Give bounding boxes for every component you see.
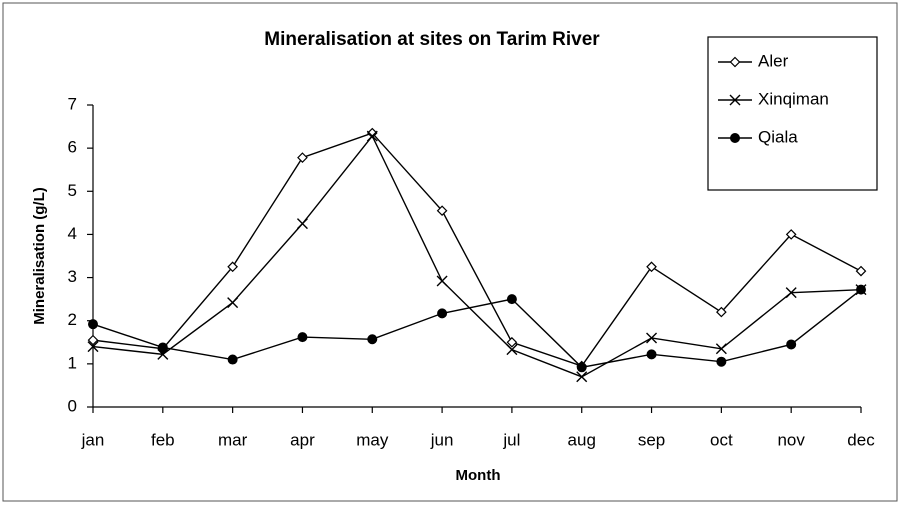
x-tick-label: may	[356, 430, 389, 449]
marker	[87, 334, 99, 346]
series-line	[92, 132, 862, 367]
x-tick-label: sep	[638, 430, 665, 449]
marker	[576, 371, 588, 383]
chart-title: Mineralisation at sites on Tarim River	[264, 29, 600, 50]
series-line	[92, 289, 862, 369]
marker	[786, 339, 797, 350]
marker	[506, 294, 517, 305]
marker	[88, 319, 98, 330]
marker	[730, 133, 740, 143]
x-tick-label: jun	[430, 430, 454, 449]
legend-label: Xinqiman	[758, 89, 829, 108]
y-tick-label: 4	[68, 224, 77, 243]
marker	[297, 152, 308, 163]
marker	[157, 342, 168, 353]
marker	[297, 332, 308, 343]
marker	[367, 334, 378, 345]
y-tick-label: 7	[68, 94, 77, 113]
marker	[437, 308, 448, 319]
y-tick-label: 3	[68, 267, 77, 286]
y-axis-title: Mineralisation (g/L)	[31, 187, 48, 325]
y-tick-label: 1	[68, 353, 77, 372]
y-tick-label: 2	[68, 310, 77, 329]
marker	[506, 344, 518, 356]
marker	[436, 275, 448, 287]
marker	[729, 56, 741, 68]
marker	[785, 229, 797, 240]
marker	[296, 218, 308, 230]
marker	[646, 261, 657, 273]
marker	[856, 284, 866, 295]
marker	[576, 362, 587, 373]
x-tick-label: jul	[502, 430, 520, 449]
x-tick-label: mar	[218, 430, 248, 449]
x-axis-title: Month	[456, 467, 501, 484]
marker	[227, 354, 238, 365]
x-tick-label: oct	[710, 430, 733, 449]
marker	[855, 265, 867, 277]
marker	[227, 261, 238, 273]
marker	[646, 349, 657, 360]
marker	[506, 336, 518, 348]
marker	[715, 343, 727, 355]
marker	[227, 297, 239, 309]
y-tick-label: 0	[68, 396, 77, 415]
series-line	[92, 134, 862, 378]
legend-label: Qiala	[758, 127, 798, 146]
marker	[646, 332, 658, 344]
y-tick-label: 5	[68, 181, 77, 200]
x-tick-label: aug	[568, 430, 596, 449]
legend-label: Aler	[758, 51, 789, 70]
y-tick-label: 6	[68, 138, 77, 157]
marker	[87, 341, 99, 353]
marker	[716, 306, 727, 318]
x-tick-label: nov	[777, 430, 805, 449]
marker	[785, 287, 797, 299]
x-tick-label: jan	[81, 430, 105, 449]
marker	[729, 94, 741, 106]
marker	[366, 130, 378, 142]
x-tick-label: feb	[151, 430, 175, 449]
x-tick-label: dec	[847, 430, 875, 449]
x-tick-label: apr	[290, 430, 315, 449]
marker	[436, 205, 448, 217]
marker	[716, 356, 727, 367]
